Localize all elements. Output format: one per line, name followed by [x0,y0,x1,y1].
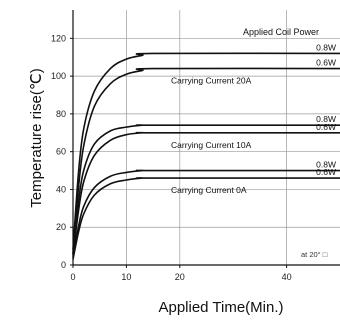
series-label-g0-0_8W: 0.8W [316,42,336,52]
series-line-g0-0_8W [72,52,340,250]
series-label-g0-0_6W: 0.6W [316,58,336,68]
y-tick-label-20: 20 [56,222,66,232]
series-label-g1-0_6W: 0.6W [316,122,336,132]
series-line-g0-0_6W [72,67,340,254]
group-label-1: Carrying Current 10A [171,140,252,150]
y-tick-label-40: 40 [56,184,66,194]
y-tick-label-0: 0 [61,260,66,270]
x-axis-title: Applied Time(Min.) [158,299,283,316]
series-layer [72,52,340,260]
group-label-0: Carrying Current 20A [171,76,252,86]
x-tick-label-0: 0 [70,272,75,282]
series-line-g1-0_8W [72,124,340,254]
x-tick-label-10: 10 [121,272,131,282]
series-label-g2-0_8W: 0.8W [316,160,336,170]
y-tick-label-80: 80 [56,109,66,119]
y-tick-label-60: 60 [56,147,66,157]
x-tick-label-40: 40 [282,272,292,282]
group-label-2: Carrying Current 0A [171,185,247,195]
x-tick-label-20: 20 [175,272,185,282]
y-axis-title: Temperature rise(℃) [28,68,45,207]
series-line-g2-0_8W [72,169,340,258]
temperature-note: at 20° □ [301,250,328,259]
series-label-g2-0_6W: 0.6W [316,167,336,177]
grid-layer [73,10,340,265]
y-tick-label-100: 100 [51,71,66,81]
series-line-g1-0_6W [72,131,340,256]
series-label-g1-0_8W: 0.8W [316,114,336,124]
series-line-g2-0_6W [72,177,340,260]
y-tick-label-120: 120 [51,33,66,43]
legend-title: Applied Coil Power [243,27,319,37]
plot-frame [70,10,340,268]
